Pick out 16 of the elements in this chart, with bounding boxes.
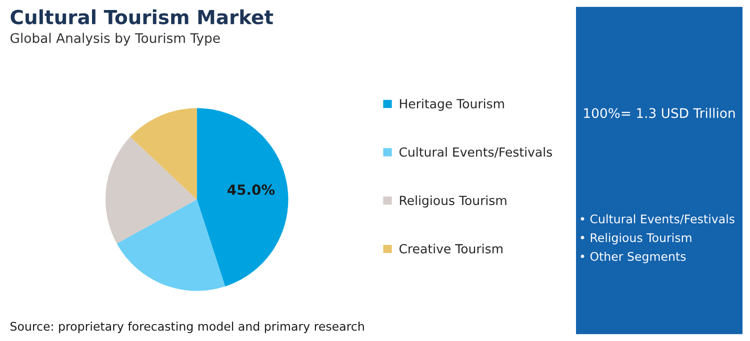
legend-label: Heritage Tourism xyxy=(400,98,504,111)
pie-slice xyxy=(196,108,288,286)
chart-subtitle: Global Analysis by Tourism Type xyxy=(10,32,220,46)
pie-slice xyxy=(106,136,197,244)
source-note: Source: proprietary forecasting model and primary research xyxy=(10,322,364,334)
data-label: 45.0% xyxy=(228,184,275,195)
text: 100%= 1.3 USD Trillion xyxy=(584,108,735,118)
legend-label: Cultural Events/Festivals xyxy=(399,147,552,158)
pie-slice xyxy=(116,199,226,291)
pie-slice xyxy=(130,108,197,200)
legend-label: Religious Tourism xyxy=(400,195,506,208)
text: • Other Segments xyxy=(580,252,686,264)
legend-label: Creative Tourism xyxy=(399,244,502,254)
text: • Cultural Events/Festivals xyxy=(580,214,734,224)
chart-title: Cultural Tourism Market xyxy=(10,9,274,24)
text: • Religious Tourism xyxy=(580,232,692,244)
